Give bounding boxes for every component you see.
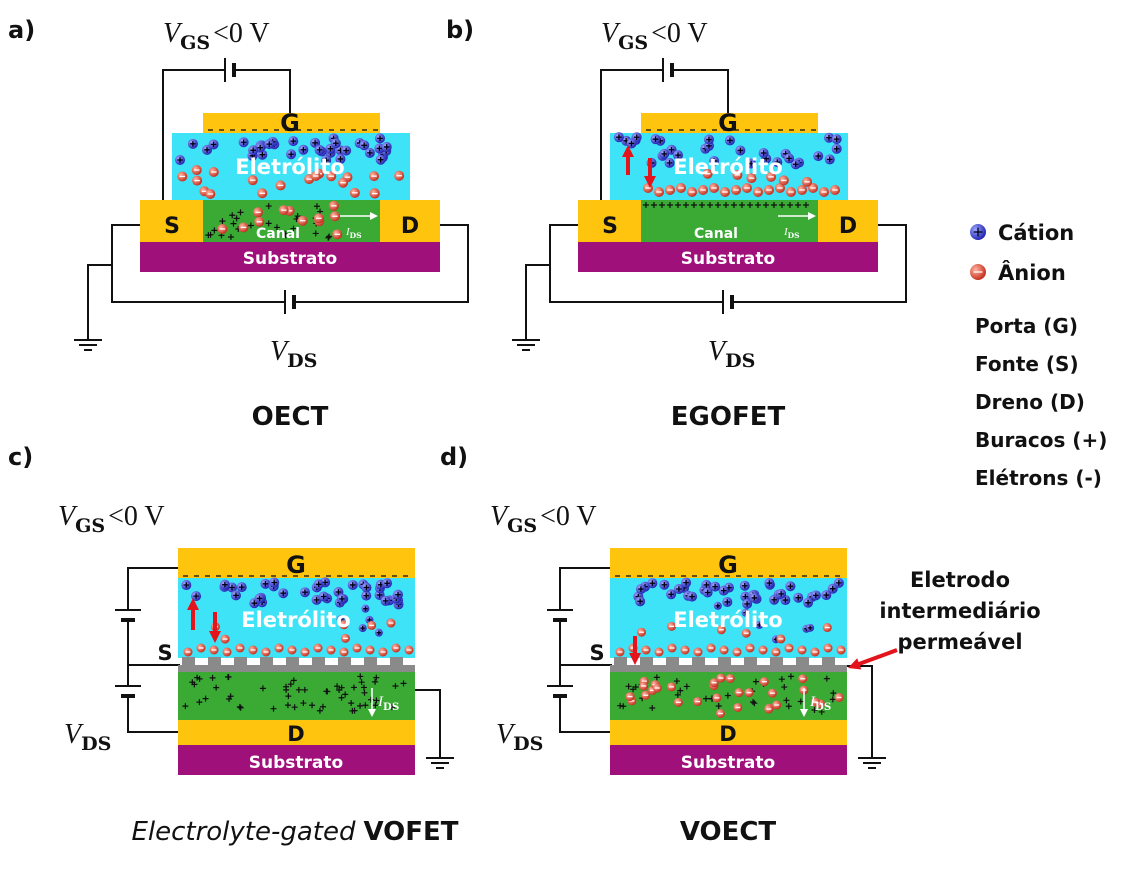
- wire: [847, 666, 872, 758]
- vds-label-subscript: DS: [725, 350, 755, 372]
- wire: [560, 568, 610, 610]
- vgs-label-subscript: GS: [180, 32, 210, 54]
- vgs-label-subscript: GS: [618, 32, 648, 54]
- vds-label: VDS: [270, 336, 317, 372]
- ids-label-subscript: DS: [350, 231, 362, 240]
- legend-label: Cátion: [998, 221, 1074, 245]
- vds-label: VDS: [708, 336, 755, 372]
- source-label: S: [589, 641, 604, 665]
- ids-label-subscript: DS: [788, 231, 800, 240]
- electrolyte-label: Eletrólito: [241, 608, 350, 632]
- vgs-label-subscript: GS: [507, 515, 537, 537]
- drain-label: D: [401, 214, 419, 239]
- wire: [526, 265, 550, 340]
- gate-label: G: [286, 551, 306, 579]
- legend-term: Fonte (S): [975, 352, 1079, 376]
- legend-term: Dreno (D): [975, 390, 1085, 414]
- substrate-label: Substrato: [249, 753, 343, 773]
- legend-term: Elétrons (-): [975, 466, 1102, 490]
- source-label: S: [157, 641, 172, 665]
- electrode-tooth: [718, 657, 731, 666]
- vgs-label-condition: <0 V: [651, 18, 708, 49]
- drain-label: D: [719, 722, 736, 746]
- electrode-tooth: [286, 657, 299, 666]
- electrode-tooth: [796, 657, 809, 666]
- gate-label: G: [718, 109, 738, 137]
- ids-label-subscript: DS: [383, 701, 399, 713]
- panel-title: EGOFET: [671, 402, 786, 432]
- electrode-tooth: [260, 657, 273, 666]
- intermediate-electrode: [610, 665, 847, 672]
- vgs-label: VGS<0 V: [601, 18, 708, 54]
- annotation: permeável: [897, 630, 1022, 654]
- electrolyte-label: Eletrólito: [673, 155, 782, 179]
- title-bold: VOFET: [364, 817, 459, 847]
- electrode-tooth: [390, 657, 403, 666]
- intermediate-electrode: [178, 665, 415, 672]
- electrode-tooth: [182, 657, 195, 666]
- drain-label: D: [287, 722, 304, 746]
- panel-title: Electrolyte-gated VOFET: [131, 817, 458, 847]
- arrowhead: [629, 653, 641, 665]
- vgs-label-condition: <0 V: [540, 501, 597, 532]
- electrode-tooth: [692, 657, 705, 666]
- substrate-label: Substrato: [681, 753, 775, 773]
- panel-label: c): [8, 443, 33, 471]
- vgs-label-condition: <0 V: [213, 18, 270, 49]
- panel-label: b): [446, 16, 474, 44]
- electrode-tooth: [770, 657, 783, 666]
- panel-title: OECT: [252, 402, 329, 432]
- gate-label: G: [718, 551, 738, 579]
- vgs-label: VGS<0 V: [58, 501, 165, 537]
- electrode-tooth: [822, 657, 835, 666]
- vgs-label-subscript: GS: [75, 515, 105, 537]
- electrode-tooth: [744, 657, 757, 666]
- electrode-tooth: [338, 657, 351, 666]
- gate-label: G: [280, 109, 300, 137]
- electrode-tooth: [234, 657, 247, 666]
- panel-title: VOECT: [680, 817, 777, 847]
- vgs-label: VGS<0 V: [490, 501, 597, 537]
- vgs-label: VGS<0 V: [163, 18, 270, 54]
- channel-label: Canal: [694, 226, 738, 242]
- vgs-label-condition: <0 V: [108, 501, 165, 532]
- wire: [415, 690, 440, 758]
- electrolyte-label: Eletrólito: [235, 155, 344, 179]
- wire: [128, 568, 178, 610]
- wire: [128, 696, 178, 732]
- electrode-tooth: [666, 657, 679, 666]
- wire: [560, 696, 610, 732]
- annotation: intermediário: [879, 599, 1040, 623]
- panel-label: d): [440, 443, 468, 471]
- legend-term: Porta (G): [975, 314, 1078, 338]
- panel-label: a): [8, 16, 35, 44]
- substrate-label: Substrato: [243, 249, 337, 269]
- electrode-tooth: [614, 657, 627, 666]
- vds-label-subscript: DS: [287, 350, 317, 372]
- electrode-tooth: [640, 657, 653, 666]
- source-label: S: [164, 214, 180, 239]
- vds-label: VDS: [64, 719, 111, 755]
- drain-label: D: [839, 214, 857, 239]
- legend-term: Buracos (+): [975, 428, 1107, 452]
- electrolyte-label: Eletrólito: [673, 608, 782, 632]
- vds-label-subscript: DS: [81, 733, 111, 755]
- electrode-tooth: [208, 657, 221, 666]
- electrode-tooth: [364, 657, 377, 666]
- figure: a)VGS<0 VGEletrólitoSDCanalIDSSubstratoV…: [0, 0, 1126, 871]
- legend-label: Ânion: [998, 260, 1066, 285]
- wire: [672, 70, 728, 113]
- ids-label-subscript: DS: [815, 701, 831, 713]
- channel-label: Canal: [256, 226, 300, 242]
- wire: [234, 70, 290, 113]
- title-italic: Electrolyte-gated: [131, 817, 356, 847]
- arrow: [856, 650, 897, 665]
- substrate-label: Substrato: [681, 249, 775, 269]
- electrode-tooth: [312, 657, 325, 666]
- wire: [88, 265, 112, 340]
- vds-label: VDS: [496, 719, 543, 755]
- vds-label-subscript: DS: [513, 733, 543, 755]
- source-label: S: [602, 214, 618, 239]
- annotation: Eletrodo: [910, 568, 1010, 592]
